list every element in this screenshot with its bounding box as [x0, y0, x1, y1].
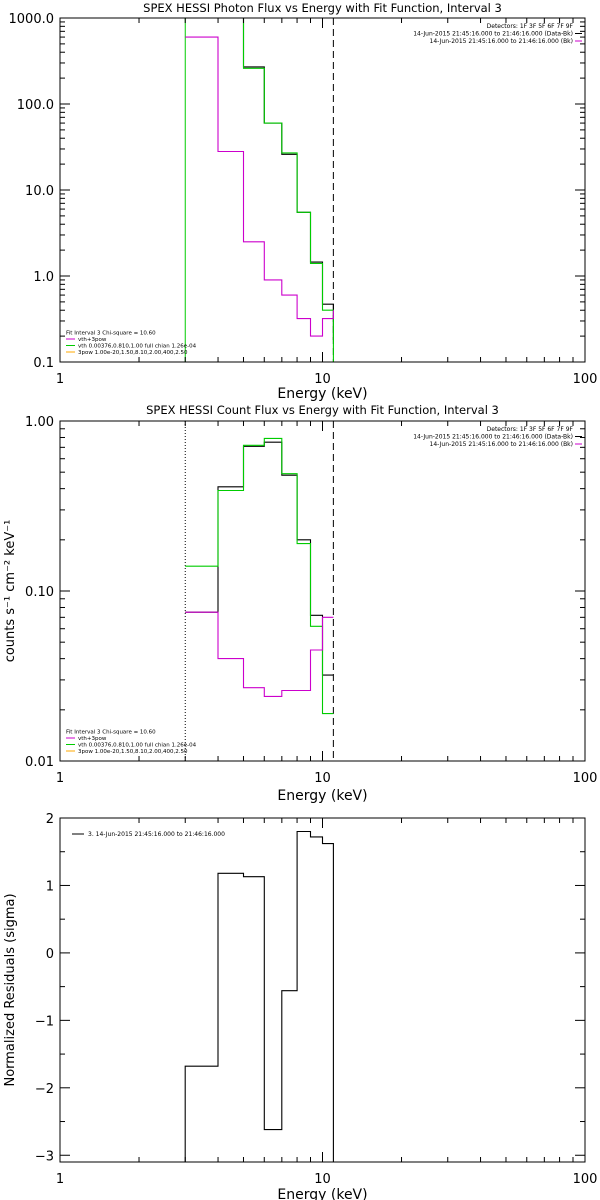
legend-top-right-text: Detectors: 1F 3F 5F 6F 7F 9F — [487, 23, 574, 30]
y-axis: 0.1 1.0 10.0 100.0 1000.0 — [9, 12, 585, 371]
series-group — [185, 437, 334, 715]
y-tick-label: 1.00 — [25, 415, 54, 430]
y-tick-label: 1.0 — [33, 270, 54, 285]
y-axis-label: counts s⁻¹ cm⁻² keV⁻¹ — [3, 520, 18, 663]
legend-top-right-text: 14-Jun-2015 21:45:16.000 to 21:46:16.000… — [413, 434, 573, 441]
series-line-0 — [184, 830, 334, 1162]
x-tick-label: 100 — [573, 771, 598, 786]
x-tick-label: 100 — [573, 372, 598, 387]
y-axis: 0.01 0.10 1.00 — [25, 415, 585, 770]
x-tick-label: 100 — [573, 1172, 598, 1187]
x-tick-label: 10 — [314, 1172, 331, 1187]
photon-flux-panel: SPEX HESSI Photon Flux vs Energy with Fi… — [9, 1, 598, 402]
series-line-0 — [242, 18, 334, 340]
y-tick-label: −2 — [35, 1082, 54, 1097]
series-group — [185, 18, 334, 362]
legend-bottom-left-text: 3pow 1.00e-20,1.50,8.10,2.00,400,2.50 — [78, 749, 188, 755]
y-axis: −3 −2 −1 0 1 2 — [35, 812, 585, 1164]
series-line-0 — [185, 441, 334, 676]
series-line-2 — [185, 611, 334, 697]
x-tick-label: 1 — [56, 771, 64, 786]
legend-bottom-left-text: vth 0.00376,0.810,1.00 full chian 1.26e-… — [78, 743, 197, 749]
x-tick-label: 1 — [56, 372, 64, 387]
x-axis-label: Energy (keV) — [277, 788, 367, 804]
y-tick-label: 2 — [46, 812, 54, 827]
legend-top-right-text: Detectors: 1F 3F 5F 6F 7F 9F — [487, 426, 574, 433]
y-tick-label: −3 — [35, 1149, 54, 1164]
y-tick-label: 0.1 — [33, 356, 54, 371]
series-line-1 — [242, 18, 334, 362]
plot-frame — [59, 817, 586, 1163]
y-tick-label: 0.01 — [25, 755, 54, 770]
legend-top-right-text: 14-Jun-2015 21:45:16.000 to 21:46:16.000… — [430, 441, 573, 448]
y-tick-label: 1000.0 — [9, 12, 55, 27]
legend-bottom-left-text: vth+3pow — [78, 736, 107, 742]
legend-bottom-left-text: vth 0.00376,0.810,1.00 full chian 1.26e-… — [78, 344, 197, 350]
x-tick-label: 10 — [314, 771, 331, 786]
series-group — [184, 830, 334, 1162]
count-flux-panel: SPEX HESSI Count Flux vs Energy with Fit… — [3, 403, 597, 804]
legend-bottom-left-text: 3pow 1.00e-20,1.50,8.10,2.00,400,2.50 — [78, 350, 188, 356]
x-axis-label: Energy (keV) — [277, 386, 367, 402]
x-axis: 1 10 100 — [56, 818, 598, 1187]
y-tick-label: 10.0 — [25, 184, 54, 199]
reference-lines — [184, 18, 334, 362]
legend-top-right-text: 14-Jun-2015 21:45:16.000 to 21:46:16.000… — [430, 38, 573, 45]
legend-bottom-left-text: Fit Interval 3 Chi-square = 10.60 — [66, 331, 156, 337]
legend: Detectors: 1F 3F 5F 6F 7F 9F14-Jun-2015 … — [66, 23, 582, 356]
legend-bottom-left-text: Fit Interval 3 Chi-square = 10.60 — [66, 730, 156, 736]
chart-title: SPEX HESSI Photon Flux vs Energy with Fi… — [143, 1, 502, 15]
residuals-panel: 1 10 100 Energy (keV) −3 −2 −1 0 1 2 Normalized Re… — [3, 812, 597, 1200]
y-tick-label: 0.10 — [25, 585, 54, 600]
x-tick-label: 10 — [314, 372, 331, 387]
y-axis-label: Normalized Residuals (sigma) — [3, 893, 18, 1086]
series-line-1 — [185, 437, 334, 715]
y-tick-label: 1 — [46, 879, 54, 894]
y-tick-label: 0 — [46, 947, 54, 962]
series-line-2 — [185, 36, 334, 337]
legend: Detectors: 1F 3F 5F 6F 7F 9F14-Jun-2015 … — [66, 426, 582, 755]
y-tick-label: −1 — [35, 1014, 54, 1029]
legend: 3. 14-Jun-2015 21:45:16.000 to 21:46:16.… — [72, 831, 225, 838]
legend-bottom-left-text: vth+3pow — [78, 337, 107, 343]
x-axis: 1 10 100 — [56, 421, 598, 786]
y-tick-label: 100.0 — [17, 98, 54, 113]
legend-top-left-text: 3. 14-Jun-2015 21:45:16.000 to 21:46:16.… — [88, 831, 225, 838]
legend-top-right-text: 14-Jun-2015 21:45:16.000 to 21:46:16.000… — [413, 31, 573, 38]
x-axis-label: Energy (keV) — [277, 1187, 367, 1200]
reference-lines — [184, 421, 334, 761]
x-tick-label: 1 — [56, 1172, 64, 1187]
x-axis: 1 10 100 — [56, 18, 598, 387]
chart-title: SPEX HESSI Count Flux vs Energy with Fit… — [146, 403, 499, 417]
